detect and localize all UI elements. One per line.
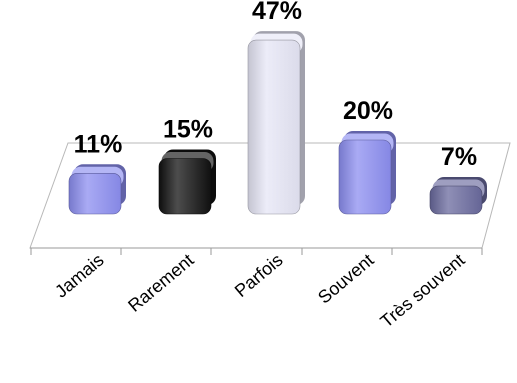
bar-souvent — [338, 131, 396, 215]
value-label: 20% — [343, 97, 393, 125]
bar-front — [338, 139, 392, 215]
value-label: 47% — [252, 0, 302, 25]
value-label: 11% — [74, 130, 123, 158]
bar-rarement — [158, 149, 216, 215]
category-label: Parfois — [231, 250, 287, 301]
bar-front — [158, 158, 212, 215]
category-label: Rarement — [124, 250, 197, 316]
value-labels: 11% 15% 47% 20% 7% — [74, 0, 477, 171]
value-label: 15% — [163, 116, 213, 144]
category-label: Très souvent — [377, 250, 469, 332]
category-label: Jamais — [51, 250, 108, 302]
bar-front — [68, 173, 122, 215]
value-label: 7% — [441, 143, 477, 171]
bars — [68, 31, 487, 215]
bar-jamais — [68, 164, 126, 215]
bar-front — [429, 185, 483, 215]
category-label: Souvent — [314, 250, 377, 308]
bar-front — [247, 39, 301, 215]
bar-parfois — [247, 31, 305, 215]
bar-très-souvent — [429, 177, 487, 215]
